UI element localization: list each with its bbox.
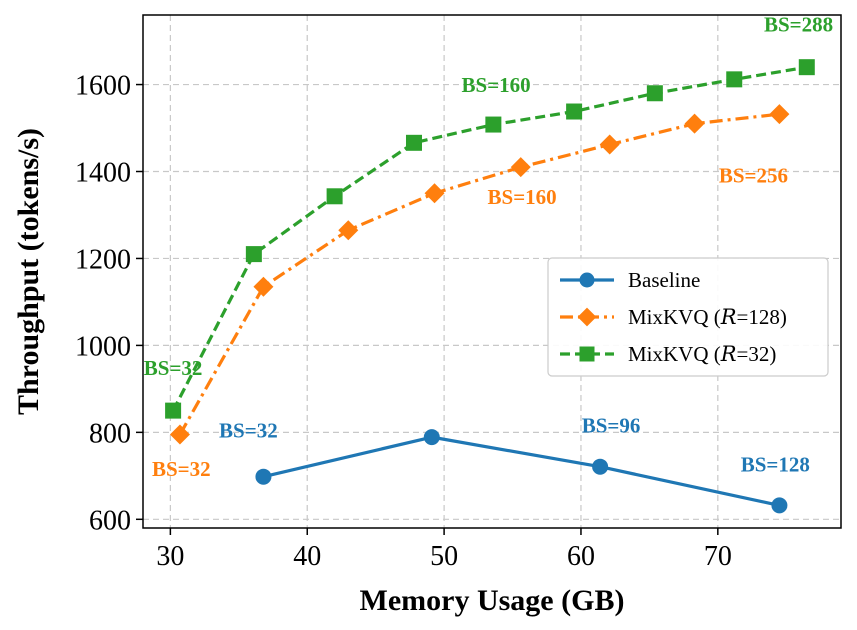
- bs-annotation: BS=128: [741, 452, 810, 476]
- y-tick-label: 1200: [75, 244, 131, 275]
- data-point: [169, 424, 190, 445]
- data-point: [165, 402, 182, 419]
- data-point: [646, 85, 663, 102]
- data-point: [253, 276, 274, 297]
- legend-label: MixKVQ (𝑅=128): [628, 305, 787, 329]
- data-point: [592, 458, 609, 475]
- y-tick-label: 800: [89, 418, 131, 449]
- data-point: [798, 59, 815, 76]
- legend-entry-0: Baseline: [560, 268, 700, 292]
- series-line: [178, 112, 780, 436]
- y-tick-label: 600: [89, 505, 131, 536]
- plot-frame: [142, 14, 842, 529]
- data-point: [566, 103, 583, 120]
- series-line: [263, 435, 780, 507]
- data-point: [424, 183, 445, 204]
- legend-marker: [579, 272, 595, 288]
- bs-annotation: BS=160: [462, 73, 531, 97]
- data-point: [485, 116, 502, 133]
- y-axis-title: Throughput (tokens/s): [12, 128, 45, 415]
- series-layer: [165, 59, 815, 514]
- legend-box: [547, 257, 829, 377]
- bs-annotation: BS=32: [144, 356, 203, 380]
- x-tick-label: 70: [704, 541, 732, 572]
- bs-annotation: BS=288: [764, 13, 833, 37]
- data-point: [769, 104, 790, 125]
- bs-annotation: BS=32: [219, 419, 278, 443]
- x-tick-label: 60: [567, 541, 595, 572]
- data-point: [255, 468, 272, 485]
- bs-annotation: BS=96: [582, 413, 641, 437]
- data-point: [599, 134, 620, 155]
- y-tick-label: 1600: [75, 71, 131, 102]
- x-axis-title: Memory Usage (GB): [360, 584, 625, 617]
- series-2: [165, 59, 815, 419]
- data-point: [684, 113, 705, 134]
- data-point: [245, 246, 262, 263]
- bs-annotation: BS=160: [488, 185, 557, 209]
- bs-annotation: BS=32: [152, 457, 211, 481]
- axes-layer: 30 40 50 60 70 600 800 1000 1200 1400 1600 Memory U…: [12, 71, 732, 617]
- annotations-layer: BS=32 BS=96 BS=128 BS=32 BS=160 BS=256 BS=32 BS…: [144, 13, 833, 481]
- data-point: [405, 134, 422, 151]
- series-1: [169, 104, 790, 445]
- y-tick-label: 1000: [75, 331, 131, 362]
- legend: Baseline MixKVQ (𝑅=128) MixKVQ (𝑅=32): [547, 257, 829, 377]
- legend-entry-1: MixKVQ (𝑅=128): [560, 305, 787, 329]
- legend-marker: [579, 346, 595, 362]
- data-point: [771, 497, 788, 514]
- x-tick-label: 30: [156, 541, 184, 572]
- legend-label: Baseline: [628, 268, 700, 292]
- series-0: [255, 429, 788, 514]
- data-point: [338, 220, 359, 241]
- y-tick-label: 1400: [75, 158, 131, 189]
- data-point: [326, 188, 343, 205]
- data-point: [726, 71, 743, 88]
- legend-entry-2: MixKVQ (𝑅=32): [560, 342, 776, 366]
- x-tick-label: 40: [293, 541, 321, 572]
- data-point: [423, 429, 440, 446]
- data-point: [510, 157, 531, 178]
- bs-annotation: BS=256: [719, 163, 788, 187]
- legend-label: MixKVQ (𝑅=32): [628, 342, 776, 366]
- x-tick-label: 50: [430, 541, 458, 572]
- legend-marker: [577, 307, 597, 327]
